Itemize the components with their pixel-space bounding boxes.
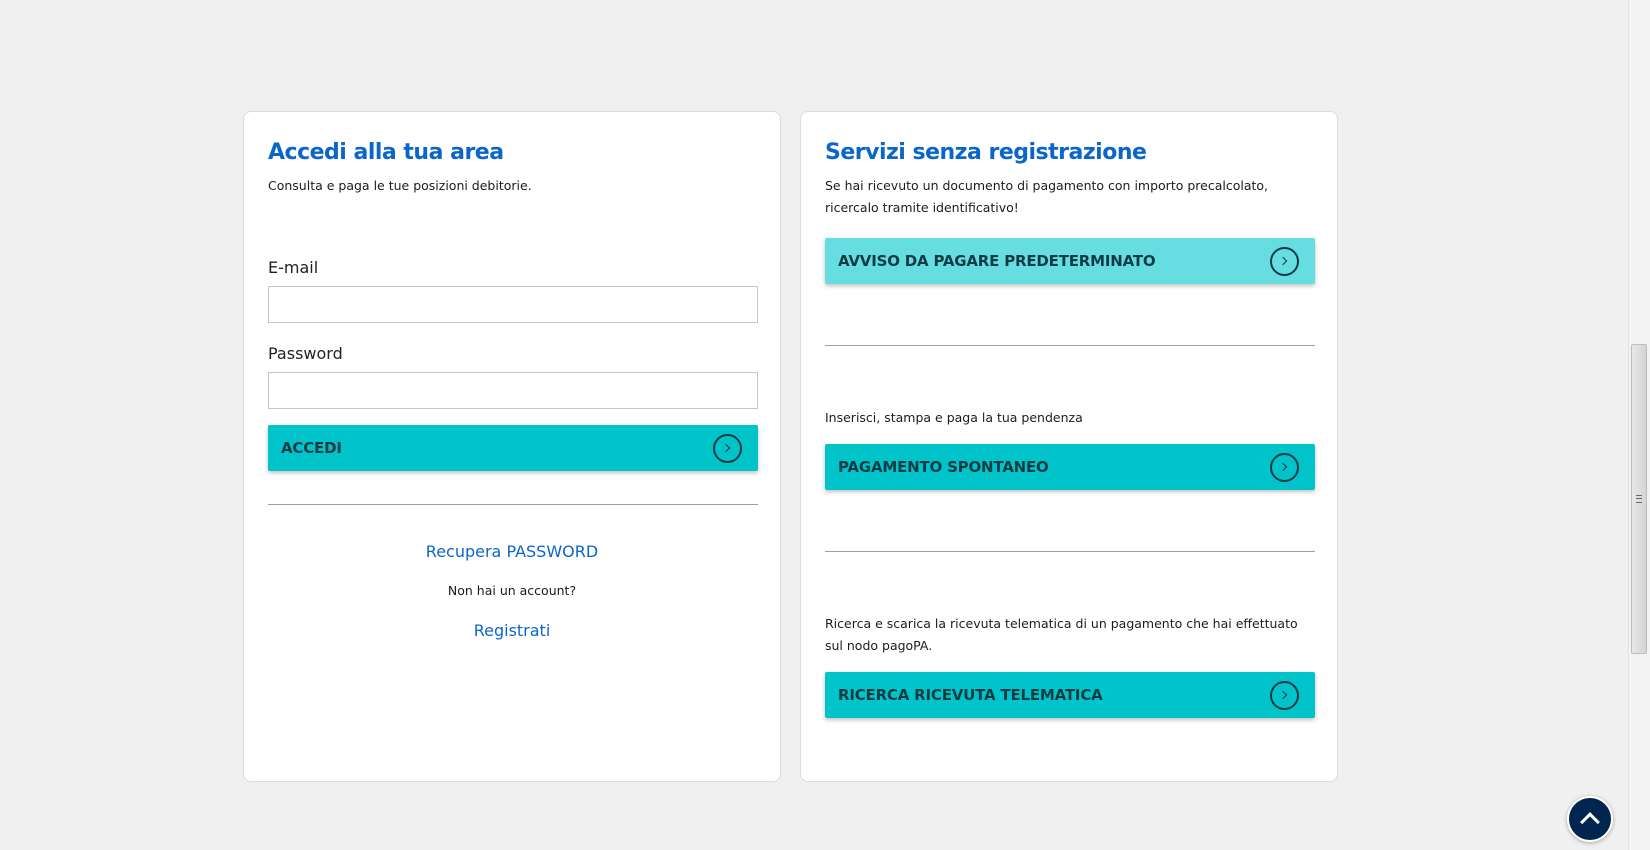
- password-label: Password: [268, 344, 343, 363]
- services-title: Servizi senza registrazione: [825, 140, 1147, 165]
- service-description: Ricerca e scarica la ricevuta telematica…: [825, 616, 1298, 653]
- services-card: Servizi senza registrazione Se hai ricev…: [800, 111, 1338, 782]
- chevron-right-circle-icon: [1270, 453, 1299, 482]
- login-button[interactable]: ACCEDI: [268, 425, 758, 471]
- password-field[interactable]: [268, 372, 758, 409]
- service-description: Se hai ricevuto un documento di pagament…: [825, 178, 1269, 215]
- register-link[interactable]: Registrati: [473, 621, 551, 640]
- grip-icon: [1636, 495, 1642, 503]
- button-label: RICERCA RICEVUTA TELEMATICA: [838, 686, 1103, 704]
- pagamento-spontaneo-button[interactable]: PAGAMENTO SPONTANEO: [825, 444, 1315, 490]
- divider: [268, 504, 758, 505]
- login-description: Consulta e paga le tue posizioni debitor…: [268, 178, 532, 193]
- login-title: Accedi alla tua area: [268, 140, 504, 165]
- avviso-predeterminato-button[interactable]: AVVISO DA PAGARE PREDETERMINATO: [825, 238, 1315, 284]
- chevron-right-circle-icon: [713, 434, 742, 463]
- login-card: Accedi alla tua area Consulta e paga le …: [243, 111, 781, 782]
- button-label: AVVISO DA PAGARE PREDETERMINATO: [838, 252, 1156, 270]
- scrollbar-thumb[interactable]: [1631, 344, 1647, 654]
- page-scrollbar[interactable]: [1628, 0, 1650, 850]
- chevron-right-circle-icon: [1270, 681, 1299, 710]
- service-description: Inserisci, stampa e paga la tua pendenza: [825, 410, 1083, 425]
- divider: [825, 345, 1315, 346]
- recover-password-link[interactable]: Recupera PASSWORD: [425, 542, 599, 561]
- no-account-text: Non hai un account?: [447, 583, 577, 598]
- email-label: E-mail: [268, 258, 319, 277]
- chevron-right-circle-icon: [1270, 247, 1299, 276]
- login-button-label: ACCEDI: [281, 439, 342, 457]
- button-label: PAGAMENTO SPONTANEO: [838, 458, 1049, 476]
- ricerca-ricevuta-button[interactable]: RICERCA RICEVUTA TELEMATICA: [825, 672, 1315, 718]
- divider: [825, 551, 1315, 552]
- email-field[interactable]: [268, 286, 758, 323]
- back-to-top-button[interactable]: [1567, 796, 1613, 842]
